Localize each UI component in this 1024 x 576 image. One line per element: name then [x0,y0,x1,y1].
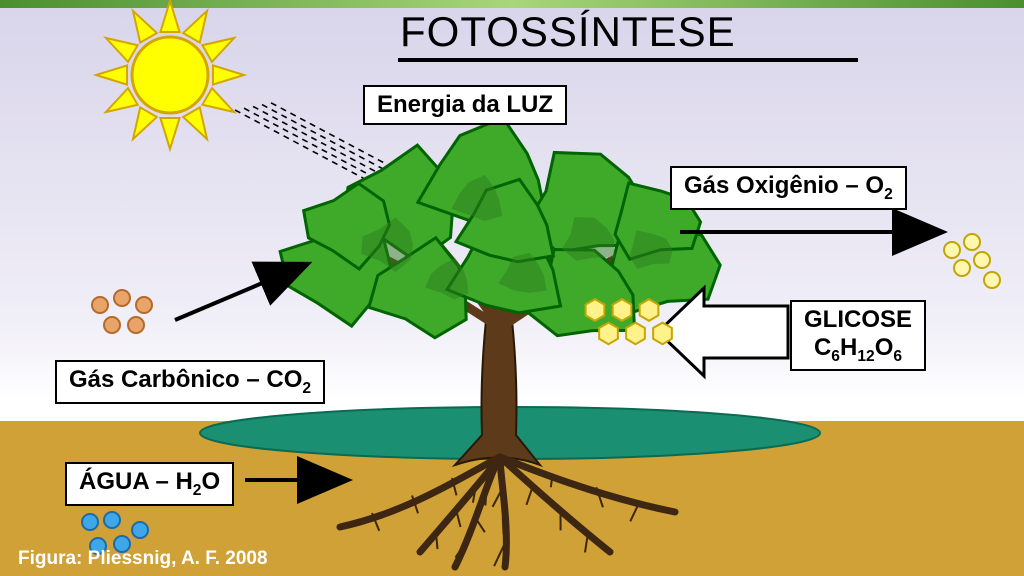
label-light-energy: Energia da LUZ [363,85,567,125]
label-glucose-formula: C6H12O6 [804,334,912,366]
label-co2-sub: 2 [302,380,311,397]
label-co2: Gás Carbônico – CO2 [55,360,325,404]
label-water: ÁGUA – H2O [65,462,234,506]
label-oxygen-text: Gás Oxigênio – O [684,172,884,199]
label-water-pre: ÁGUA – H [79,468,193,495]
label-co2-text: Gás Carbônico – CO [69,366,302,393]
label-glucose: GLICOSE C6H12O6 [790,300,926,371]
figure-credit: Figura: Pliessnig, A. F. 2008 [18,548,268,570]
label-water-post: O [201,468,220,495]
label-oxygen-sub: 2 [884,186,893,203]
label-oxygen: Gás Oxigênio – O2 [670,166,907,210]
label-glucose-line1: GLICOSE [804,306,912,334]
